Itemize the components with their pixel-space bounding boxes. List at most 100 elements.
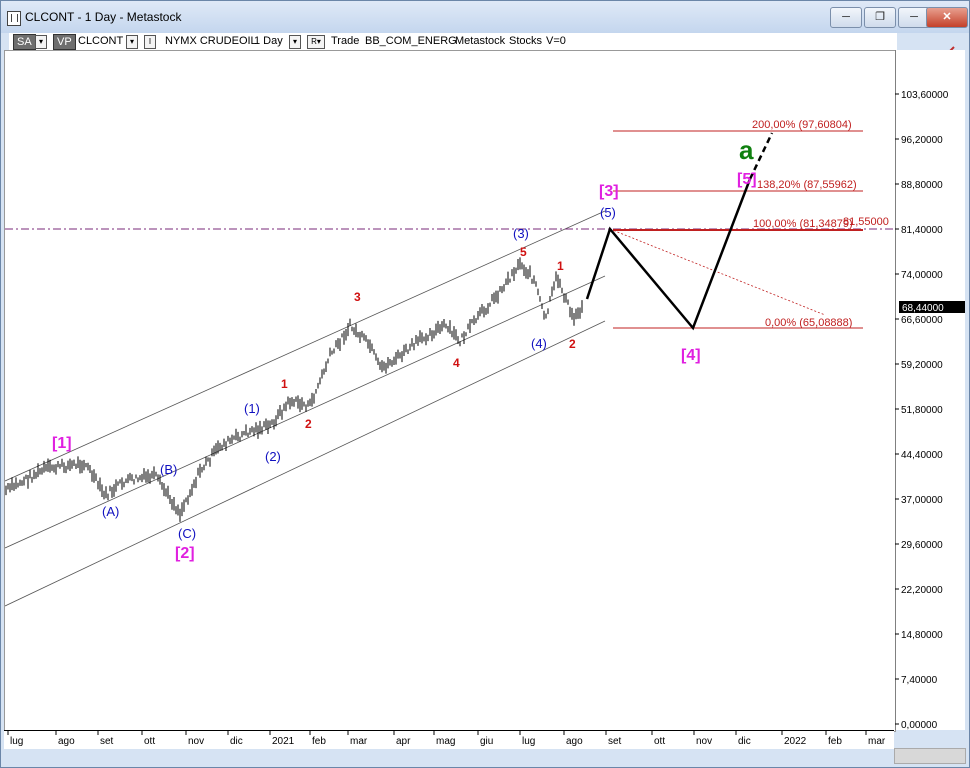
title-bar[interactable]: CLCONT - 1 Day - Metastock ─ ❐ ─ ✕ bbox=[1, 1, 969, 33]
time-tick-label: feb bbox=[828, 736, 842, 747]
time-tick-label: ott bbox=[654, 736, 665, 747]
time-tick-label: apr bbox=[396, 736, 411, 747]
broker-label: BB_COM_ENERG bbox=[365, 35, 457, 47]
chart-toolbar: SA ▾ VP CLCONT ▾ I NYMX CRUDEOIL 1 Day ▾… bbox=[9, 33, 897, 51]
price-axis[interactable]: 103,60000 96,20000 88,80000 81,40000 74,0000… bbox=[894, 50, 965, 731]
restore-icon: ❐ bbox=[875, 11, 885, 23]
symbol-dropdown-icon[interactable]: ▾ bbox=[126, 35, 138, 49]
stocks-label: Stocks bbox=[509, 35, 543, 47]
wave-projection-dashed bbox=[748, 132, 774, 180]
horizontal-scrollbar[interactable] bbox=[894, 748, 966, 764]
price-tick-label: 66,60000 bbox=[901, 315, 943, 326]
price-tick-label: 7,40000 bbox=[901, 675, 938, 686]
price-tick-label: 29,60000 bbox=[901, 540, 943, 551]
fib-100-label: 100,00% (81,34879) bbox=[753, 218, 853, 230]
price-tick-label: 59,20000 bbox=[901, 360, 943, 371]
period-label[interactable]: 1 Day bbox=[254, 35, 283, 47]
symbol-info-icon[interactable]: I bbox=[144, 35, 156, 49]
time-tick-label: lug bbox=[10, 736, 23, 747]
price-tick-label: 96,20000 bbox=[901, 135, 943, 146]
wave-label-r3: 3 bbox=[354, 290, 361, 304]
wave-label-5: [5] bbox=[737, 171, 757, 188]
price-tick-label: 0,00000 bbox=[901, 720, 938, 730]
wave-label-p4: (4) bbox=[531, 336, 547, 351]
time-axis-svg: lug ago set ott nov dic 2021 feb mar apr mag giu lug… bbox=[7, 731, 886, 747]
vp-button[interactable]: VP bbox=[53, 34, 76, 50]
minimize-icon: ─ bbox=[910, 11, 918, 23]
time-tick-label: 2022 bbox=[784, 736, 807, 747]
price-bars bbox=[5, 257, 583, 522]
time-tick-label: dic bbox=[738, 736, 751, 747]
fib-trend-dotted-line bbox=[609, 228, 826, 316]
period-dropdown-icon[interactable]: ▾ bbox=[289, 35, 301, 49]
time-tick-label: giu bbox=[480, 736, 493, 747]
restore-chart-button[interactable]: ❐ bbox=[864, 7, 896, 28]
time-tick-label: nov bbox=[188, 736, 204, 747]
chart-window-icon bbox=[7, 11, 21, 26]
wave-label-B: (B) bbox=[160, 462, 177, 477]
fib-0-label: 0,00% (65,08888) bbox=[765, 317, 852, 329]
price-tick-label: 14,80000 bbox=[901, 630, 943, 641]
time-tick-label: ago bbox=[58, 736, 75, 747]
time-tick-label: mar bbox=[868, 736, 886, 747]
time-tick-label: mag bbox=[436, 736, 455, 747]
wave-label-r2a: 2 bbox=[305, 417, 312, 431]
wave-label-p3: (3) bbox=[513, 226, 529, 241]
time-tick-label: ago bbox=[566, 736, 583, 747]
current-price-marker bbox=[899, 301, 965, 313]
price-tick-label: 81,40000 bbox=[901, 225, 943, 236]
time-tick-label: set bbox=[100, 736, 114, 747]
price-tick-label: 103,60000 bbox=[901, 90, 949, 101]
price-tick-label: 74,00000 bbox=[901, 270, 943, 281]
fib-100b-label: 81,55000 bbox=[843, 216, 889, 228]
channel-lower-line bbox=[4, 320, 606, 607]
price-chart[interactable]: 200,00% (97,60804) 138,20% (87,55962) 10… bbox=[4, 50, 896, 732]
wave-label-r1b: 1 bbox=[557, 259, 564, 273]
sa-button[interactable]: SA bbox=[13, 34, 36, 50]
price-chart-svg[interactable]: 200,00% (97,60804) 138,20% (87,55962) 10… bbox=[4, 51, 895, 731]
price-tick-label: 88,80000 bbox=[901, 180, 943, 191]
wave-label-3: [3] bbox=[599, 183, 619, 200]
fib-138-label: 138,20% (87,55962) bbox=[757, 179, 857, 191]
price-tick-label: 51,80000 bbox=[901, 405, 943, 416]
channel-middle-line bbox=[4, 275, 606, 549]
source-label: Metastock bbox=[455, 35, 506, 47]
time-tick-label: mar bbox=[350, 736, 368, 747]
wave-label-A: (A) bbox=[102, 504, 119, 519]
time-tick-label: nov bbox=[696, 736, 712, 747]
minimize-chart-button[interactable]: ─ bbox=[830, 7, 862, 28]
wave-label-a: a bbox=[739, 135, 754, 165]
wave-label-r5: 5 bbox=[520, 245, 527, 259]
fib-200-label: 200,00% (97,60804) bbox=[752, 119, 852, 131]
close-icon: ✕ bbox=[942, 11, 952, 23]
r-button[interactable]: R▾ bbox=[307, 35, 325, 49]
time-tick-label: set bbox=[608, 736, 622, 747]
window-title: CLCONT - 1 Day - Metastock bbox=[25, 10, 182, 24]
price-tick-label: 44,40000 bbox=[901, 450, 943, 461]
time-tick-label: lug bbox=[522, 736, 535, 747]
time-axis[interactable]: lug ago set ott nov dic 2021 feb mar apr mag giu lug… bbox=[4, 730, 894, 749]
time-tick-label: 2021 bbox=[272, 736, 295, 747]
time-tick-label: ott bbox=[144, 736, 155, 747]
wave-projection-line bbox=[585, 178, 752, 331]
current-price-label: 68,44000 bbox=[902, 303, 944, 314]
wave-label-p5: (5) bbox=[600, 205, 616, 220]
channel-upper-line bbox=[4, 210, 606, 482]
r-label: R bbox=[311, 37, 317, 46]
symbol-label[interactable]: CLCONT bbox=[78, 35, 124, 47]
wave-label-r2b: 2 bbox=[569, 337, 576, 351]
price-tick-label: 22,20000 bbox=[901, 585, 943, 596]
wave-label-4: [4] bbox=[681, 347, 701, 364]
wave-label-2: [2] bbox=[175, 545, 195, 562]
wave-label-C: (C) bbox=[178, 526, 196, 541]
trade-label: Trade bbox=[331, 35, 360, 47]
wave-label-p2: (2) bbox=[265, 449, 281, 464]
sa-dropdown-icon[interactable]: ▾ bbox=[35, 35, 47, 49]
wave-label-r4: 4 bbox=[453, 356, 460, 370]
wave-label-1: [1] bbox=[52, 435, 72, 452]
close-button[interactable]: ✕ bbox=[926, 7, 968, 28]
time-tick-label: dic bbox=[230, 736, 243, 747]
wave-label-p1: (1) bbox=[244, 401, 260, 416]
minimize-icon: ─ bbox=[842, 11, 850, 23]
price-tick-label: 37,00000 bbox=[901, 495, 943, 506]
